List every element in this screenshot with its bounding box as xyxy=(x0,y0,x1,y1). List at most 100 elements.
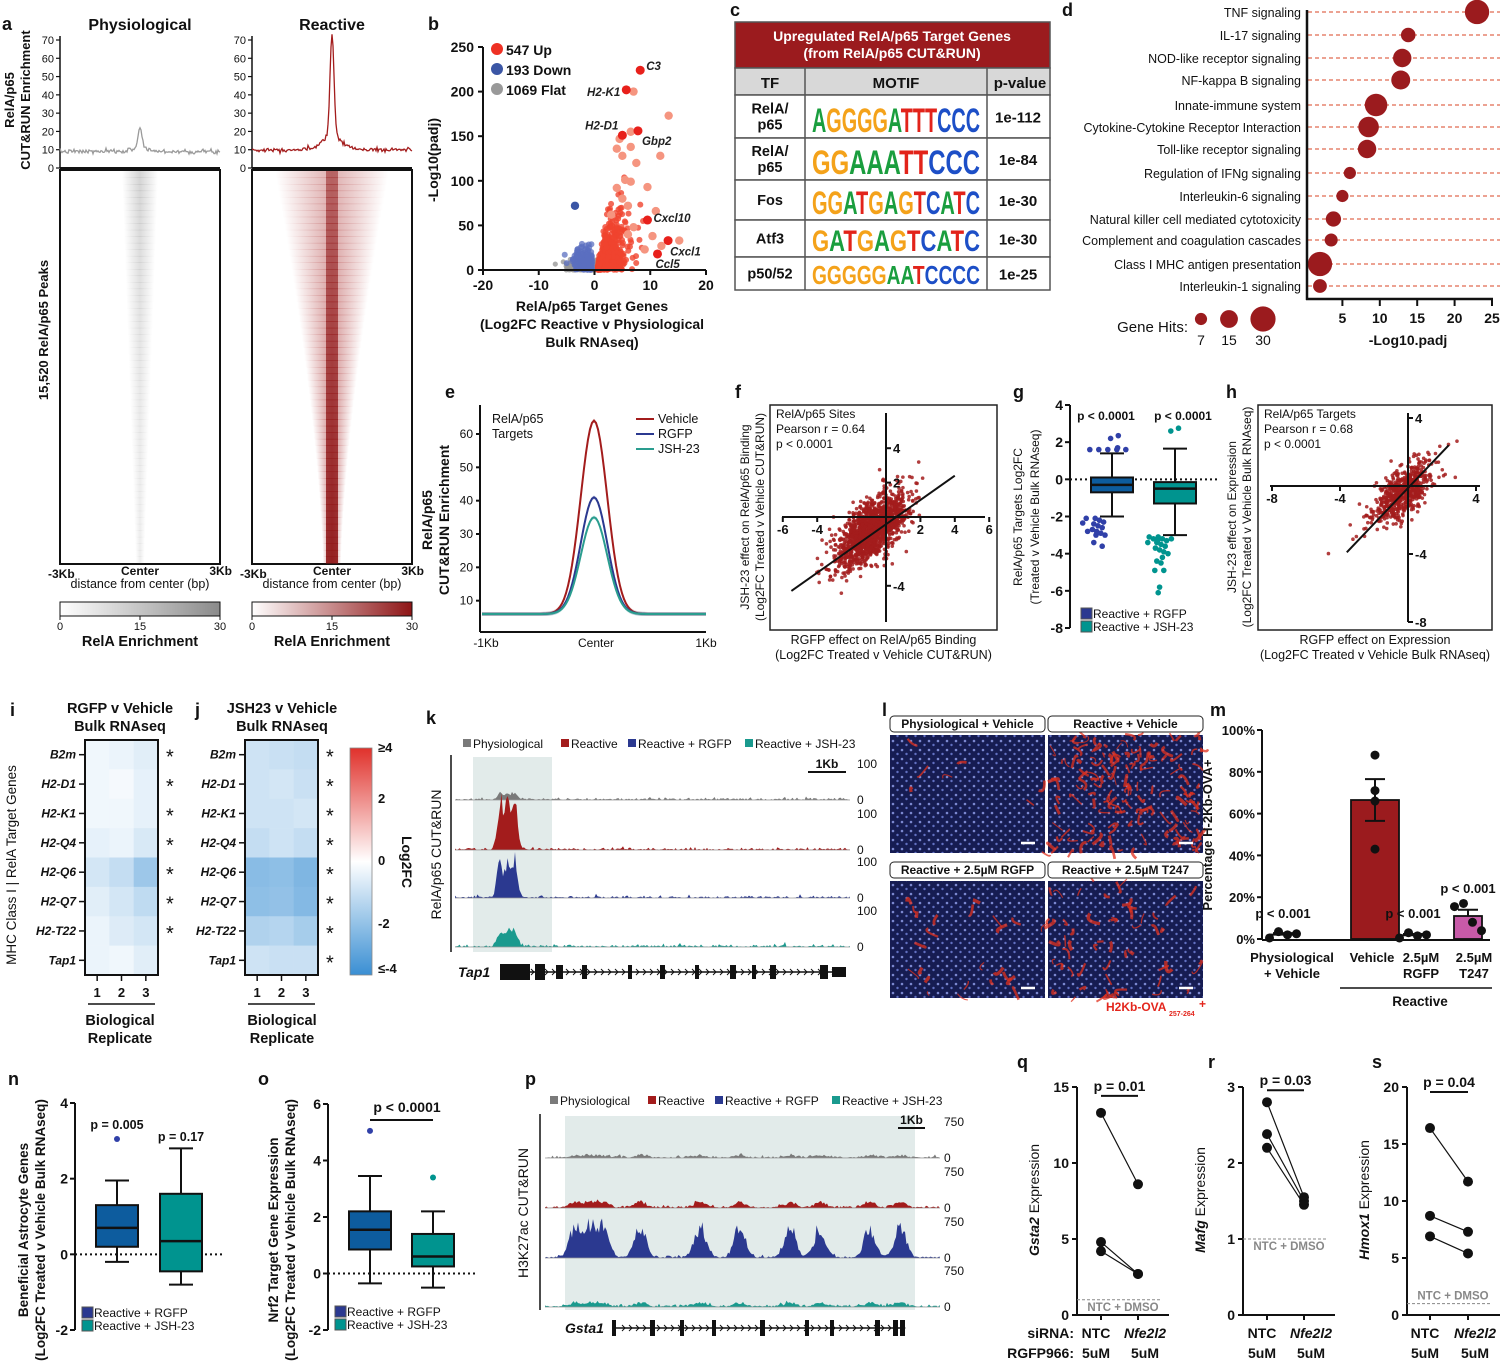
track-min-label: 0 xyxy=(944,1300,951,1314)
reference-label: NTC + DMSO xyxy=(1087,1302,1158,1314)
strand-arrow xyxy=(607,968,612,976)
ova-signal xyxy=(1194,846,1200,854)
heatmap-row xyxy=(127,321,153,329)
y-tick-label: 100 xyxy=(451,173,475,189)
data-point xyxy=(909,519,914,524)
heatmap-core xyxy=(326,386,338,394)
motif-letter: G xyxy=(827,260,842,290)
heatmap-core xyxy=(326,491,338,499)
heatmap-core xyxy=(326,360,338,368)
data-point xyxy=(1411,469,1416,474)
data-point xyxy=(1362,527,1366,531)
heatmap-row xyxy=(130,412,150,420)
track-min-label: 0 xyxy=(944,1201,951,1215)
legend-swatch xyxy=(334,1305,347,1318)
legend-label: 547 Up xyxy=(506,42,552,58)
motif-letter: G xyxy=(857,225,874,258)
x-tick-label: 0 xyxy=(591,277,599,293)
data-point xyxy=(1398,479,1403,483)
ova-signal xyxy=(1092,736,1097,746)
outlier-point xyxy=(1159,554,1166,561)
data-point xyxy=(886,537,891,541)
heatmap-row xyxy=(125,269,155,277)
ova-signal xyxy=(1125,764,1131,774)
motif-letter: T xyxy=(951,225,964,258)
size-legend-bubble xyxy=(1220,310,1238,328)
data-point xyxy=(842,542,847,547)
data-point xyxy=(857,511,862,515)
ova-signal xyxy=(1055,836,1064,842)
strand-arrow xyxy=(621,1324,626,1332)
data-point xyxy=(1419,464,1424,468)
data-point xyxy=(1455,439,1459,443)
down-point xyxy=(580,263,587,270)
ova-signal xyxy=(1098,808,1110,814)
ova-signal xyxy=(963,980,970,990)
data-point xyxy=(1422,930,1431,940)
heatmap-core xyxy=(326,321,338,329)
column-header: p-value xyxy=(994,75,1047,92)
outlier-point xyxy=(1161,567,1167,574)
data-point xyxy=(1096,1246,1106,1257)
ova-signal xyxy=(1076,887,1082,896)
data-point xyxy=(851,567,855,571)
heatmap-row xyxy=(135,536,145,544)
legend-label: Physiological xyxy=(473,737,543,751)
term-bubble xyxy=(1400,27,1416,43)
y-tick-label: 40 xyxy=(460,494,474,508)
gene-label: B2m xyxy=(210,748,236,762)
heatmap-row xyxy=(127,334,153,342)
data-point xyxy=(1364,504,1369,509)
data-point xyxy=(858,574,863,579)
panel-letter-s: s xyxy=(1372,1052,1382,1072)
motif-letter: T xyxy=(899,144,914,182)
colorbar-tick-label: 0 xyxy=(57,621,63,633)
heatmap-row xyxy=(132,471,148,479)
exon xyxy=(832,967,846,977)
pair-line xyxy=(1429,1235,1469,1254)
panel-letter-h: h xyxy=(1226,382,1237,402)
x-tick-label: 10 xyxy=(1372,310,1388,326)
ova-signal xyxy=(1067,837,1078,842)
data-point xyxy=(1374,514,1379,518)
legend-label: Reactive + JSH-23 xyxy=(755,737,856,751)
data-point xyxy=(1374,480,1379,485)
signal-track xyxy=(545,1300,940,1307)
data-point xyxy=(838,528,842,532)
data-point xyxy=(848,529,853,534)
track-max-label: 750 xyxy=(944,1165,964,1179)
legend-label: 1069 Flat xyxy=(506,82,566,98)
ova-signal xyxy=(1051,988,1058,995)
up-point xyxy=(618,204,625,211)
highlight-region xyxy=(565,1116,915,1310)
data-point xyxy=(893,500,897,505)
y-tick-label: -6 xyxy=(1051,583,1064,599)
significance-asterisk: * xyxy=(326,835,334,857)
data-point xyxy=(1368,515,1372,520)
x-tick-label: Center xyxy=(121,564,159,578)
y-tick-label: 0% xyxy=(1236,932,1255,947)
exon xyxy=(535,964,545,980)
data-point xyxy=(866,500,870,505)
y-tick-label: 4 xyxy=(893,441,901,456)
legend-label: Reactive + JSH-23 xyxy=(842,1094,943,1108)
data-point xyxy=(839,557,843,562)
data-point xyxy=(848,538,852,543)
data-point xyxy=(905,490,910,495)
legend-label: Reactive xyxy=(658,1094,705,1108)
size-legend-value: 15 xyxy=(1221,332,1237,348)
x-dose-label: 5uM xyxy=(1461,1345,1489,1361)
data-point xyxy=(849,560,854,565)
significance-asterisk: * xyxy=(166,776,174,798)
p-value-label: p = 0.03 xyxy=(1260,1072,1312,1088)
outlier-point xyxy=(1168,536,1175,542)
data-point xyxy=(1423,475,1427,480)
heatmap-cell xyxy=(269,740,294,770)
data-point xyxy=(880,478,885,483)
pair-line xyxy=(1266,1101,1305,1198)
strand-arrow xyxy=(754,1324,759,1332)
x-tick-label: -3Kb xyxy=(48,567,75,581)
data-point xyxy=(829,545,833,549)
strand-arrow xyxy=(803,968,808,976)
ova-signal xyxy=(1099,774,1105,785)
